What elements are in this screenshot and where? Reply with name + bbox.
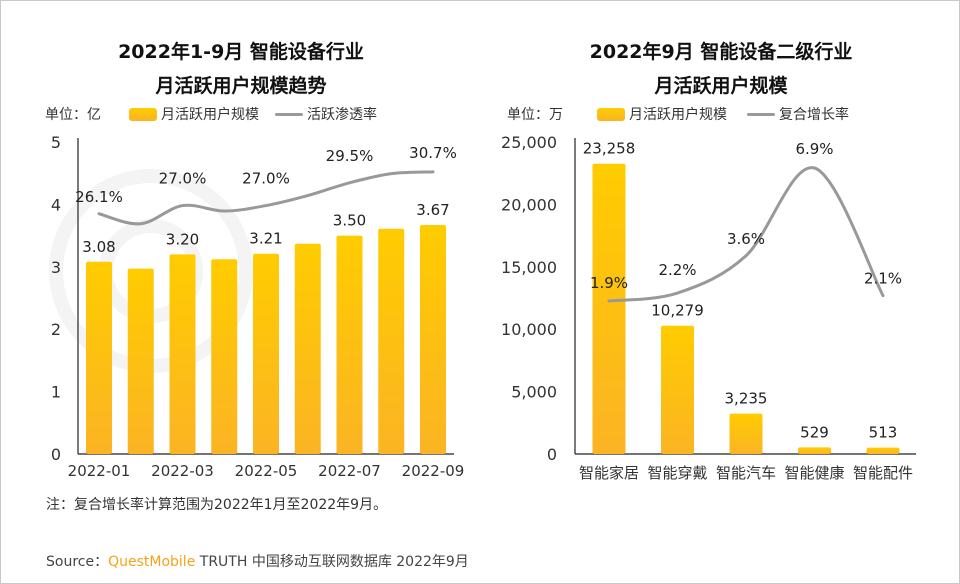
y-tick-label: 0 [51,445,61,464]
y-tick-label: 25,000 [501,133,557,152]
bar [661,325,694,454]
bar-value-label: 3.50 [333,212,366,230]
source-prefix: Source： [46,554,109,570]
source-brand: QuestMobile [108,554,196,570]
line-value-label: 26.1% [75,188,123,206]
bar [592,163,626,454]
left-unit-label: 单位：亿 [45,107,101,123]
x-tick-label: 2022-01 [68,462,131,480]
bar-value-label: 10,279 [651,302,704,320]
right-chart-title-line2: 月活跃用户规模 [654,75,788,97]
y-tick-label: 0 [547,445,557,464]
y-tick-label: 10,000 [501,320,557,339]
bar-value-label: 529 [800,423,829,441]
y-tick-label: 5 [51,133,61,152]
legend-bar-swatch [129,107,157,121]
bar [169,254,196,454]
bar [253,253,279,454]
legend-bar-swatch [597,107,625,121]
x-tick-label: 2022-05 [235,462,298,480]
footnote: 注：复合增长率计算范围为2022年1月至2022年9月。 [46,497,388,513]
source-line: Source：QuestMobile TRUTH 中国移动互联网数据库 2022… [46,551,469,571]
bar-value-label: 23,258 [583,140,636,158]
bar-value-label: 3.67 [416,201,449,219]
legend-bar-label: 月活跃用户规模 [629,107,727,123]
x-tick-label: 智能健康 [784,464,844,482]
x-tick-label: 智能家居 [579,464,639,482]
x-tick-label: 2022-09 [402,462,465,480]
y-tick-label: 5,000 [511,383,557,402]
line-series [607,166,885,303]
bar [211,259,238,454]
legend-line-swatch [275,112,303,116]
bar-value-label: 3.20 [166,230,199,248]
bar [729,413,763,454]
legend-bar-label: 月活跃用户规模 [161,107,259,123]
x-tick-label: 智能汽车 [716,464,776,482]
legend-line-swatch [747,112,775,116]
line-value-label: 30.7% [409,144,457,162]
x-tick-label: 2022-03 [151,462,214,480]
y-tick-label: 4 [51,195,61,214]
y-tick-label: 3 [51,258,61,277]
line-value-label: 1.9% [590,274,628,292]
bar [86,261,112,454]
line-value-label: 27.0% [242,170,290,188]
source-rest: TRUTH 中国移动互联网数据库 2022年9月 [195,554,469,570]
x-tick-label: 智能配件 [853,464,913,482]
right-unit-label: 单位：万 [507,107,563,123]
y-tick-label: 20,000 [501,195,557,214]
bar [336,235,363,454]
line-value-label: 2.2% [658,261,696,279]
bar-value-label: 3.08 [82,238,115,256]
line-value-label: 3.6% [727,230,765,248]
bar [866,447,900,454]
line-value-label: 2.1% [864,270,902,288]
legend-line-label: 复合增长率 [779,107,849,123]
y-tick-label: 2 [51,320,61,339]
right-legend: 月活跃用户规模 复合增长率 [597,104,849,124]
left-legend: 月活跃用户规模 活跃渗透率 [129,104,377,124]
left-chart-title-line1: 2022年1-9月 智能设备行业 [118,41,364,63]
x-tick-label: 2022-07 [318,462,381,480]
bar [798,447,831,454]
line-value-label: 29.5% [326,147,374,165]
line-value-label: 27.0% [159,170,207,188]
bar [127,268,154,454]
line-value-label: 6.9% [795,140,833,158]
left-chart-title-line2: 月活跃用户规模趋势 [155,75,327,97]
bar [378,228,405,454]
bar-value-label: 3.21 [249,230,282,248]
line-series [97,170,435,226]
x-tick-label: 智能穿戴 [647,464,707,482]
bar [294,243,321,454]
bar [420,224,446,454]
bar-value-label: 513 [869,424,898,442]
bar-value-label: 3,235 [725,390,768,408]
y-tick-label: 15,000 [501,258,557,277]
right-chart-title-line1: 2022年9月 智能设备二级行业 [589,41,853,63]
legend-line-label: 活跃渗透率 [307,107,377,123]
y-tick-label: 1 [51,383,61,402]
